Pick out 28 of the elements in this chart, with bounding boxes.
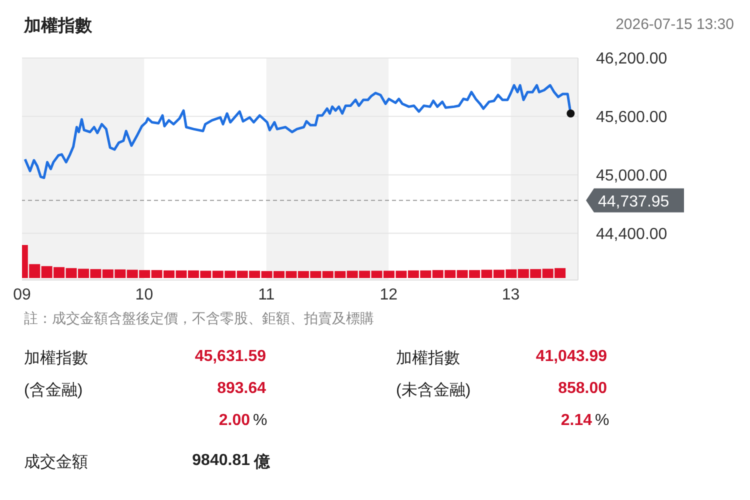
text: 9840.81 xyxy=(192,452,250,470)
text: 858.00 xyxy=(558,380,607,398)
y-tick-label: 45,600.00 xyxy=(596,109,668,126)
text: 893.64 xyxy=(217,380,266,398)
x-tick-label: 11 xyxy=(258,286,275,304)
text: (未含金融) xyxy=(396,380,471,401)
x-tick-label: 13 xyxy=(502,286,520,304)
text: % xyxy=(595,412,610,430)
text: (含金融) xyxy=(24,381,83,401)
chart-title: 加權指數 xyxy=(24,15,92,37)
y-tick-label: 46,200.00 xyxy=(596,50,668,68)
y-tick-label: 44,400.00 xyxy=(596,226,668,243)
x-tick-label: 10 xyxy=(135,286,154,304)
text: 加權指數 xyxy=(24,348,88,369)
ref-line-label: 44,737.95 xyxy=(598,193,670,210)
text: 加權指數 xyxy=(396,348,460,369)
text: 成交金額 xyxy=(24,452,88,473)
text: 45,631.59 xyxy=(194,348,266,366)
x-tick-label: 12 xyxy=(380,286,398,304)
text: 2.14 xyxy=(560,412,592,430)
text: 2.00 xyxy=(218,412,250,430)
text: 2026-07-15 13:30 xyxy=(616,16,734,33)
y-tick-label: 45,000.00 xyxy=(596,168,668,185)
text: % xyxy=(253,412,268,430)
text: 註：成交金額含盤後定價，不含零股、鉅額、拍賣及標購 xyxy=(24,310,374,328)
x-tick-label: 09 xyxy=(13,286,31,304)
text: 億 xyxy=(254,452,270,473)
text: 41,043.99 xyxy=(536,348,607,366)
